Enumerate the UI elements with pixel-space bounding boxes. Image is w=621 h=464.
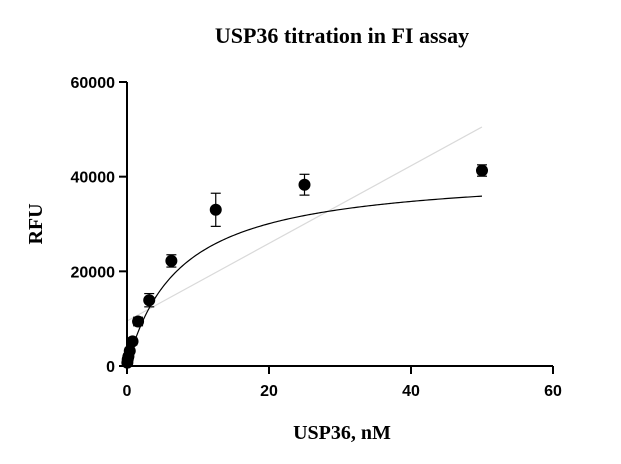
data-point — [132, 315, 145, 328]
data-point — [298, 178, 311, 191]
x-tick-label: 60 — [544, 383, 562, 400]
data-point — [143, 294, 156, 307]
y-ticks: 0 20000 40000 60000 — [71, 75, 127, 376]
y-tick-label: 60000 — [71, 75, 116, 92]
y-tick-label: 0 — [106, 359, 115, 376]
reference-line-layer — [126, 126, 483, 322]
x-tick-label: 20 — [260, 383, 278, 400]
x-tick-label: 0 — [123, 383, 132, 400]
y-tick-label: 20000 — [71, 264, 116, 281]
data-point — [209, 203, 222, 216]
chart-title: USP36 titration in FI assay — [215, 23, 469, 48]
error-bars — [122, 164, 487, 366]
x-tick-label: 40 — [402, 383, 420, 400]
fit-curve-layer — [126, 195, 483, 366]
axes — [126, 82, 553, 367]
y-axis-label: RFU — [25, 203, 47, 244]
data-point — [123, 344, 136, 357]
data-point — [476, 164, 488, 177]
x-ticks: 0 20 40 60 — [123, 366, 562, 400]
y-tick-label: 40000 — [71, 170, 116, 187]
fit-curve — [126, 195, 483, 366]
data-points — [121, 164, 488, 369]
data-point — [165, 254, 178, 267]
data-point — [126, 335, 139, 348]
x-axis-label: USP36, nM — [293, 422, 391, 444]
reference-line — [126, 126, 483, 322]
